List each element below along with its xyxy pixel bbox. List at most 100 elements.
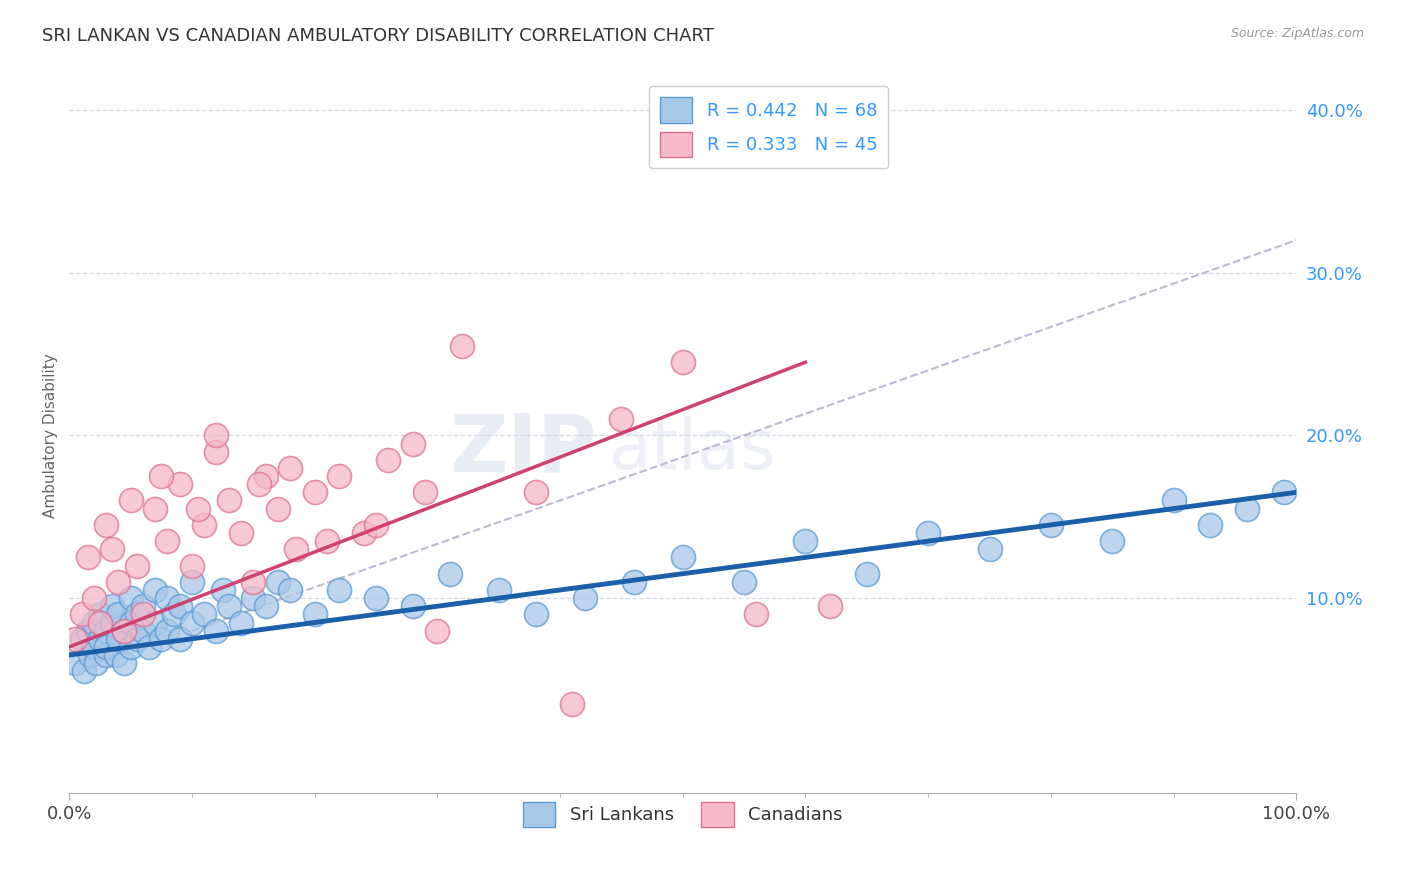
Point: [524, 607, 547, 622]
Point: [328, 582, 350, 597]
Point: [402, 599, 425, 614]
Point: [65, 656, 87, 670]
Point: [267, 501, 290, 516]
Point: [156, 591, 179, 606]
Point: [1039, 517, 1062, 532]
Point: [672, 550, 695, 565]
Point: [83, 615, 105, 630]
Point: [107, 574, 129, 589]
Point: [439, 566, 461, 581]
Point: [65, 632, 87, 646]
Point: [218, 599, 240, 614]
Point: [132, 599, 155, 614]
Point: [94, 624, 117, 638]
Point: [278, 461, 301, 475]
Point: [672, 355, 695, 369]
Point: [205, 428, 228, 442]
Point: [114, 624, 136, 638]
Point: [79, 648, 101, 662]
Point: [488, 582, 510, 597]
Point: [561, 697, 583, 711]
Point: [316, 534, 339, 549]
Point: [856, 566, 879, 581]
Point: [818, 599, 841, 614]
Point: [193, 607, 215, 622]
Point: [413, 485, 436, 500]
Point: [426, 624, 449, 638]
Point: [278, 582, 301, 597]
Point: [328, 469, 350, 483]
Point: [242, 574, 264, 589]
Point: [267, 574, 290, 589]
Point: [114, 624, 136, 638]
Point: [125, 632, 148, 646]
Point: [218, 493, 240, 508]
Point: [125, 558, 148, 573]
Point: [187, 501, 209, 516]
Point: [120, 615, 142, 630]
Point: [610, 412, 633, 426]
Point: [120, 493, 142, 508]
Point: [1272, 485, 1295, 500]
Point: [205, 624, 228, 638]
Point: [169, 477, 191, 491]
Point: [249, 477, 271, 491]
Point: [181, 615, 204, 630]
Point: [83, 591, 105, 606]
Point: [254, 469, 277, 483]
Point: [745, 607, 768, 622]
Point: [979, 542, 1001, 557]
Point: [285, 542, 308, 557]
Text: Source: ZipAtlas.com: Source: ZipAtlas.com: [1230, 27, 1364, 40]
Point: [162, 607, 184, 622]
Point: [114, 656, 136, 670]
Y-axis label: Ambulatory Disability: Ambulatory Disability: [44, 353, 58, 517]
Point: [143, 501, 166, 516]
Point: [107, 607, 129, 622]
Point: [89, 615, 111, 630]
Point: [574, 591, 596, 606]
Point: [94, 517, 117, 532]
Point: [402, 436, 425, 450]
Point: [193, 517, 215, 532]
Point: [94, 640, 117, 654]
Point: [101, 599, 124, 614]
Point: [1199, 517, 1222, 532]
Point: [181, 558, 204, 573]
Point: [120, 640, 142, 654]
Point: [156, 534, 179, 549]
Point: [451, 339, 474, 353]
Point: [377, 452, 399, 467]
Point: [733, 574, 755, 589]
Legend: Sri Lankans, Canadians: Sri Lankans, Canadians: [516, 795, 849, 834]
Point: [242, 591, 264, 606]
Point: [211, 582, 233, 597]
Point: [89, 632, 111, 646]
Point: [229, 615, 252, 630]
Point: [89, 607, 111, 622]
Point: [169, 599, 191, 614]
Point: [125, 607, 148, 622]
Point: [150, 632, 173, 646]
Point: [132, 607, 155, 622]
Point: [143, 615, 166, 630]
Point: [304, 485, 326, 500]
Point: [76, 550, 98, 565]
Point: [101, 542, 124, 557]
Text: ZIP: ZIP: [450, 410, 598, 489]
Point: [101, 615, 124, 630]
Point: [73, 665, 96, 679]
Point: [70, 632, 93, 646]
Point: [205, 444, 228, 458]
Point: [104, 648, 127, 662]
Point: [1236, 501, 1258, 516]
Point: [353, 526, 375, 541]
Point: [120, 591, 142, 606]
Point: [132, 624, 155, 638]
Point: [1101, 534, 1123, 549]
Text: SRI LANKAN VS CANADIAN AMBULATORY DISABILITY CORRELATION CHART: SRI LANKAN VS CANADIAN AMBULATORY DISABI…: [42, 27, 714, 45]
Point: [623, 574, 645, 589]
Point: [143, 582, 166, 597]
Point: [70, 607, 93, 622]
Point: [94, 648, 117, 662]
